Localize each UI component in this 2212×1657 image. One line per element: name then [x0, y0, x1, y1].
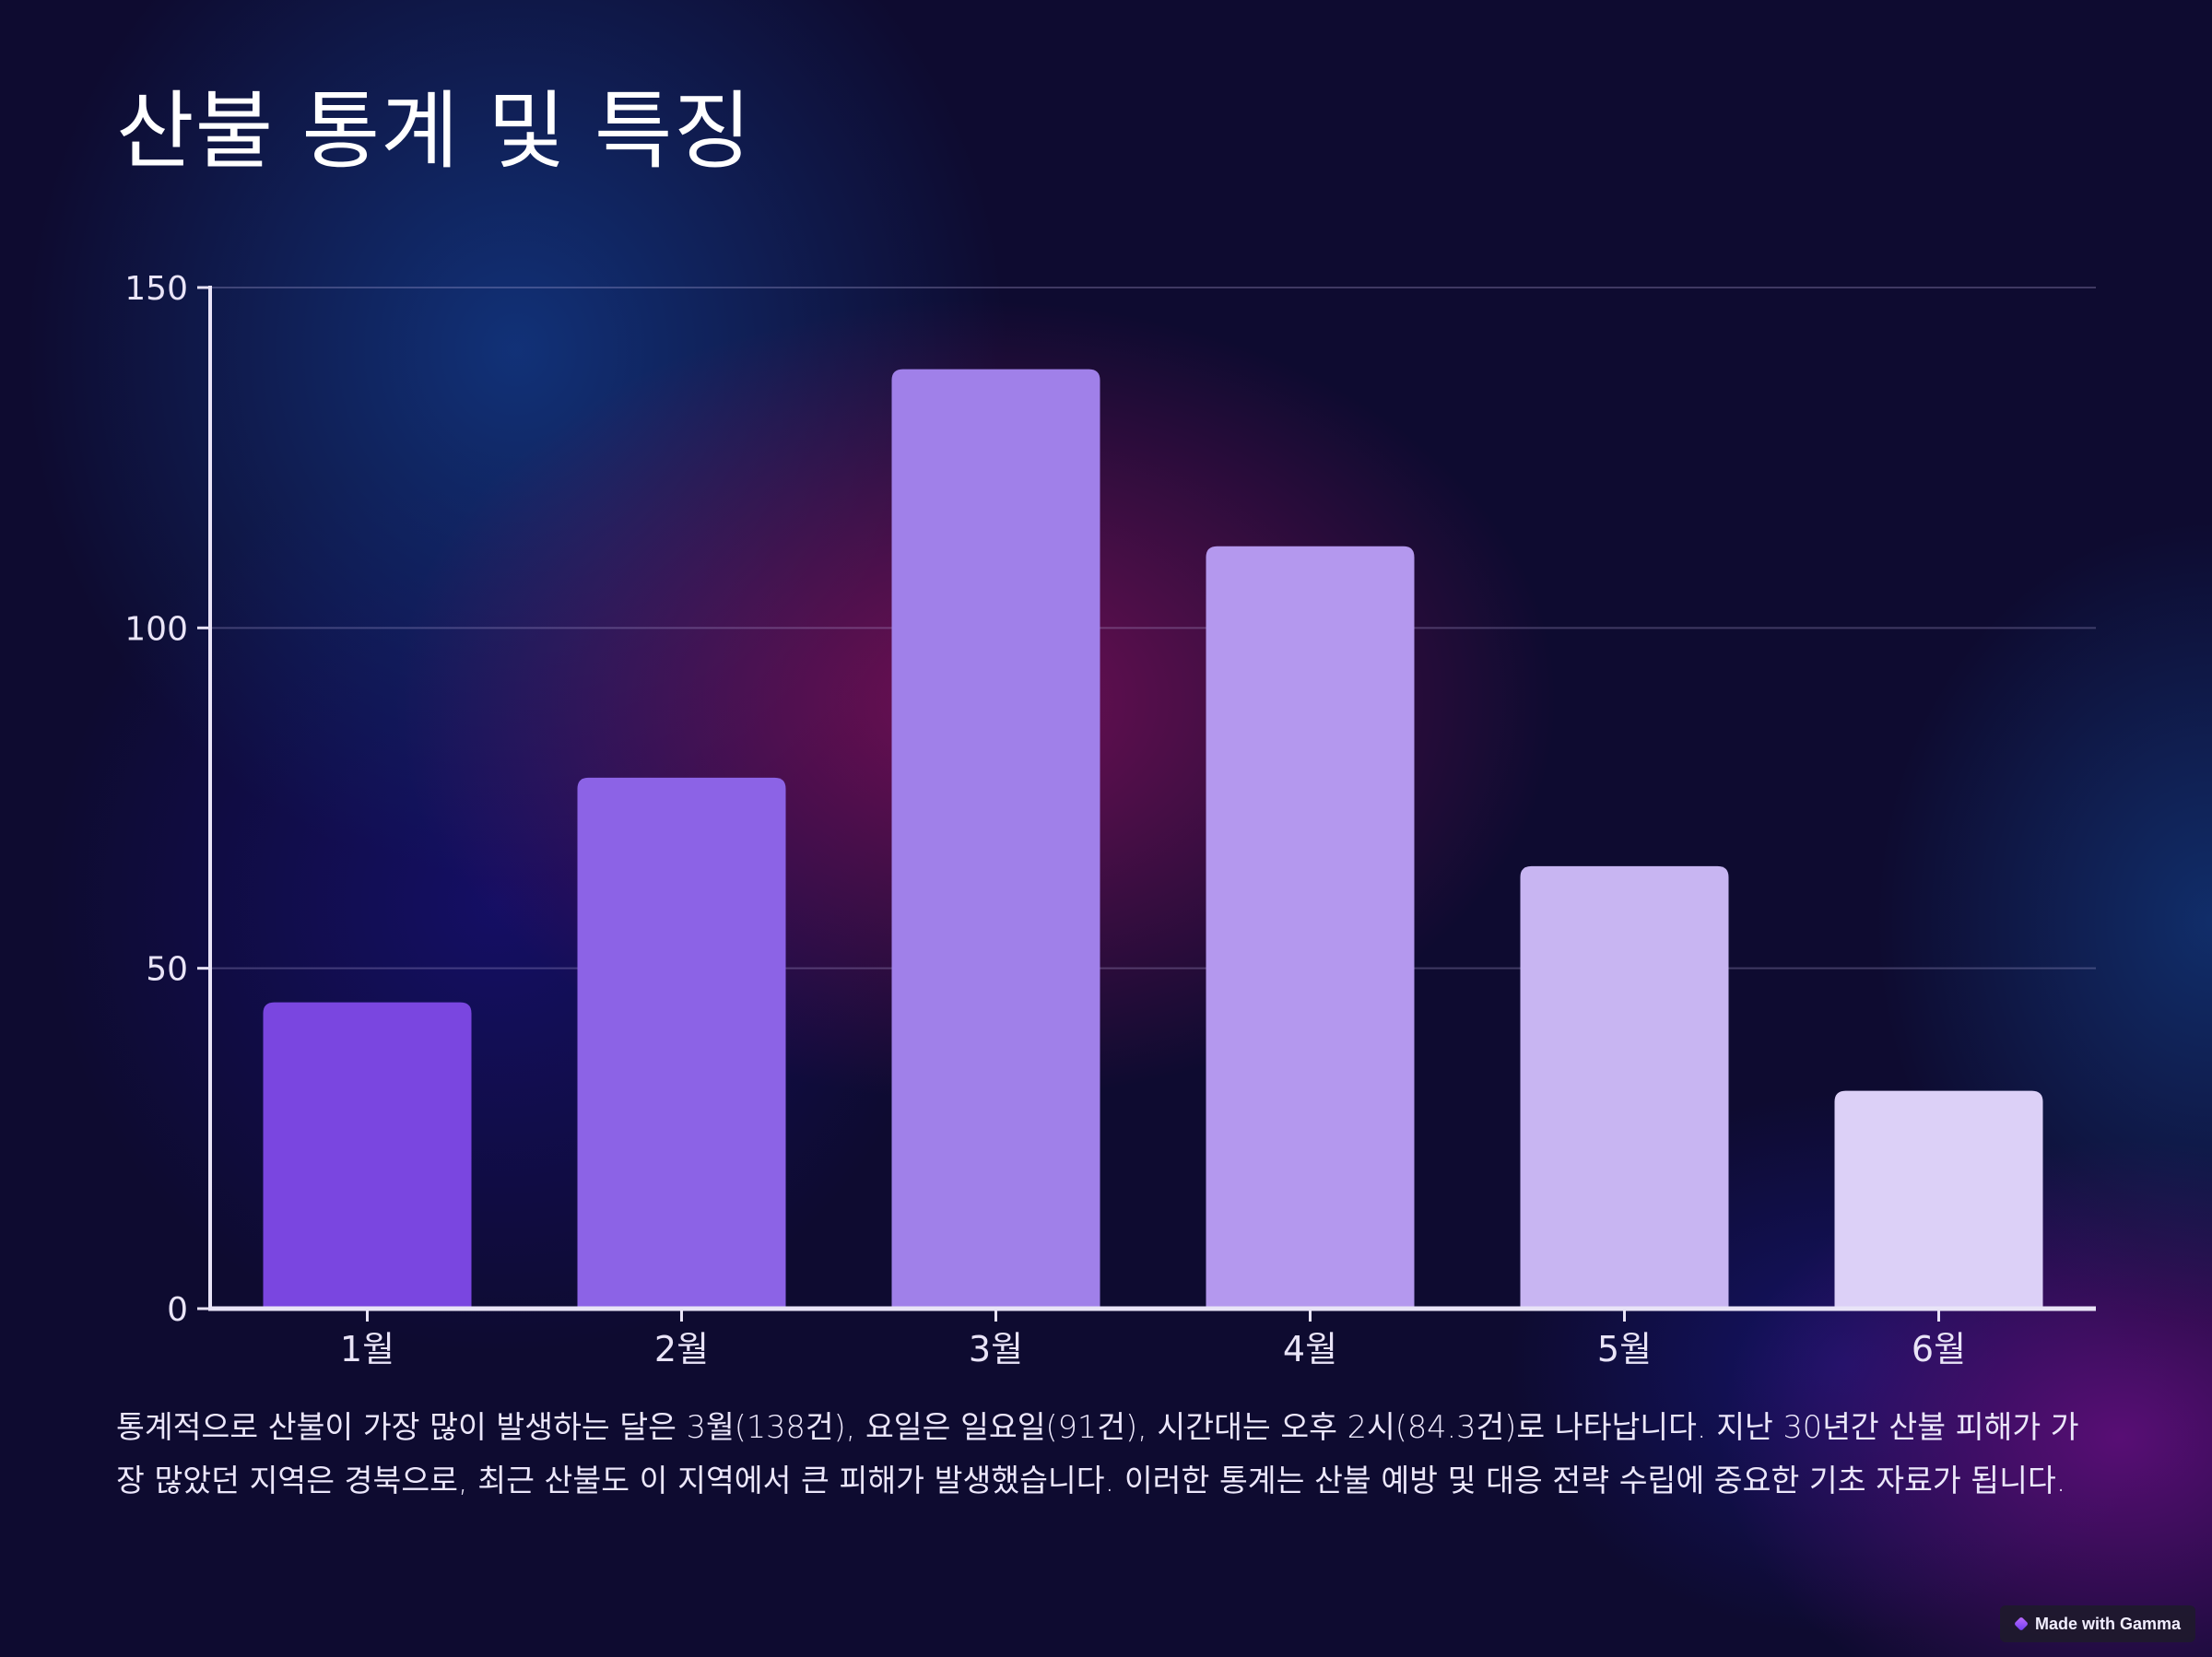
grid-lines — [210, 287, 2096, 970]
x-tick-label: 2월 — [654, 1329, 709, 1369]
page-title: 산불 통계 및 특징 — [116, 82, 753, 181]
y-tick-label: 100 — [124, 610, 188, 648]
x-axis-ticks: 1월 2월 3월 4월 5월 6월 — [340, 1309, 1966, 1369]
bar-1월 — [263, 1002, 472, 1309]
chart-description: 통계적으로 산불이 가장 많이 발생하는 달은 3월(138건), 요일은 일요… — [116, 1409, 2079, 1498]
chart-axes — [208, 286, 2096, 1311]
made-with-gamma-badge[interactable]: Made with Gamma — [2000, 1605, 2195, 1642]
bar-2월 — [577, 777, 786, 1309]
bar-3월 — [891, 369, 1100, 1309]
bar-6월 — [1834, 1090, 2043, 1309]
x-tick-label: 4월 — [1283, 1329, 1337, 1369]
x-tick-label: 1월 — [340, 1329, 394, 1369]
x-tick-label: 5월 — [1597, 1329, 1652, 1369]
bar-series — [263, 369, 2043, 1309]
y-tick-label: 50 — [146, 951, 188, 989]
y-axis-ticks: 0 50 100 150 — [124, 270, 210, 1329]
x-tick-label: 6월 — [1912, 1329, 1966, 1369]
gamma-logo-icon — [2014, 1616, 2029, 1631]
bar-chart: 0 50 100 150 1월 2월 3월 4월 5월 6월 — [124, 270, 2096, 1369]
bar-4월 — [1206, 546, 1415, 1309]
y-tick-label: 0 — [167, 1291, 188, 1329]
y-tick-label: 150 — [124, 270, 188, 308]
bar-5월 — [1520, 865, 1729, 1309]
badge-label: Made with Gamma — [2034, 1614, 2182, 1633]
x-tick-label: 3월 — [969, 1329, 1023, 1369]
